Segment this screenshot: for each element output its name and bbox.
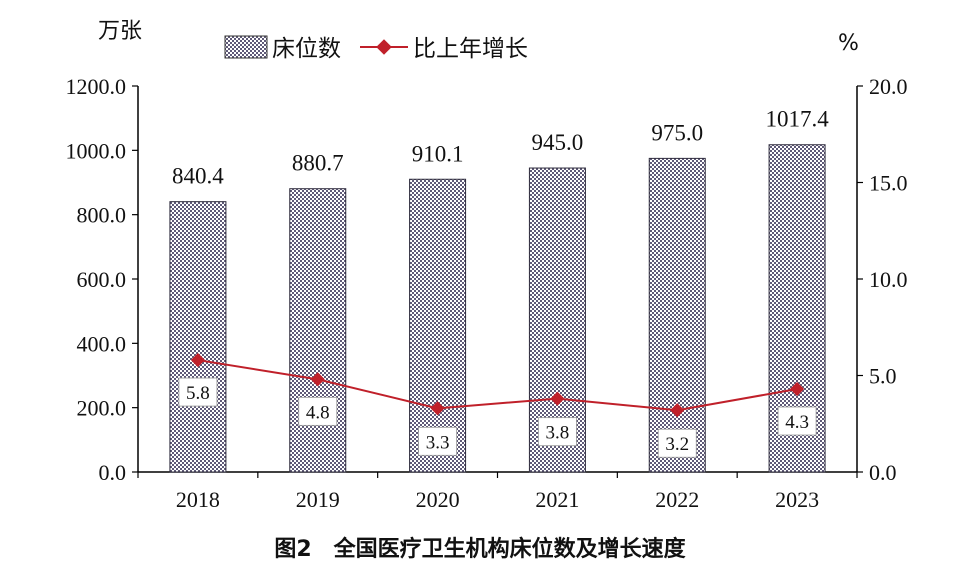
- left-axis-unit: 万张: [98, 19, 142, 44]
- left-tick-label: 0.0: [99, 460, 127, 485]
- growth-label-box: [538, 417, 577, 447]
- chart-title: 图2 全国医疗卫生机构床位数及增长速度: [274, 536, 686, 562]
- x-axis-ticks: 2018 2019 2020 2021 2022 2023: [137, 472, 858, 512]
- bar-value-labels: 840.4 880.7 910.1 945.0 975.0 1017.4: [172, 107, 829, 189]
- axes: [137, 86, 858, 473]
- x-tick-label: 2021: [535, 487, 579, 512]
- bar-value-label: 1017.4: [765, 107, 829, 132]
- growth-label-box: [298, 396, 338, 426]
- growth-point: [550, 391, 565, 406]
- bar: [648, 157, 706, 473]
- bar: [169, 201, 227, 473]
- x-tick-label: 2020: [416, 487, 460, 512]
- growth-label: 3.8: [538, 417, 577, 447]
- growth-label-text: 3.3: [426, 432, 450, 453]
- growth-label: 5.8: [178, 377, 218, 407]
- growth-label-box: [657, 428, 697, 458]
- growth-label: 3.3: [418, 426, 457, 456]
- growth-label-text: 4.3: [785, 412, 809, 433]
- growth-point: [790, 381, 805, 397]
- left-y-axis-ticks: 0.0 200.0 400.0 600.0 800.0 1000.0 1200.0: [66, 74, 138, 485]
- growth-line: [190, 352, 805, 418]
- legend: 床位数 比上年增长: [224, 35, 528, 62]
- legend-bar-label: 床位数: [272, 36, 341, 62]
- left-tick-label: 1000.0: [66, 138, 127, 163]
- bar-value-label: 945.0: [532, 130, 584, 155]
- x-tick-label: 2018: [176, 487, 220, 512]
- growth-label-text: 3.2: [665, 434, 689, 455]
- right-tick-label: 20.0: [869, 74, 908, 99]
- right-tick-label: 0.0: [869, 460, 897, 485]
- right-tick-label: 5.0: [869, 364, 897, 389]
- growth-label: 3.2: [657, 428, 697, 458]
- bar: [409, 178, 467, 473]
- growth-point: [190, 352, 205, 368]
- x-tick-label: 2019: [296, 487, 340, 512]
- growth-label: 4.8: [298, 396, 338, 426]
- x-tick-label: 2023: [775, 487, 819, 512]
- bar: [289, 188, 347, 473]
- right-y-axis-ticks: 0.0 5.0 10.0 15.0 20.0: [857, 74, 908, 485]
- growth-label-text: 3.8: [546, 423, 570, 444]
- growth-point: [430, 401, 445, 416]
- legend-line-marker: [376, 39, 392, 55]
- growth-label-box: [178, 377, 218, 407]
- growth-point: [670, 403, 685, 418]
- growth-label-text: 4.8: [306, 402, 330, 423]
- left-tick-label: 600.0: [77, 267, 127, 292]
- growth-value-labels: 5.8 4.8 3.3 3.8 3.2 4.3: [178, 377, 817, 458]
- legend-bar-swatch: [224, 35, 268, 59]
- left-tick-label: 400.0: [77, 331, 127, 356]
- growth-label-box: [777, 406, 817, 436]
- growth-label: 4.3: [777, 406, 817, 436]
- bars: [169, 144, 826, 473]
- growth-point: [310, 372, 325, 387]
- right-axis-unit: %: [838, 31, 859, 56]
- bar-value-label: 910.1: [412, 141, 464, 166]
- legend-line-label: 比上年增长: [413, 36, 528, 62]
- right-tick-label: 15.0: [869, 171, 908, 196]
- left-tick-label: 200.0: [77, 396, 127, 421]
- growth-label-text: 5.8: [186, 383, 210, 404]
- bar-value-label: 975.0: [651, 120, 703, 145]
- right-tick-label: 10.0: [869, 267, 908, 292]
- left-tick-label: 800.0: [77, 203, 127, 228]
- bar-value-label: 840.4: [172, 164, 224, 189]
- growth-label-box: [418, 426, 457, 456]
- bar-value-label: 880.7: [292, 151, 344, 176]
- x-tick-label: 2022: [655, 487, 699, 512]
- growth-polyline: [197, 359, 798, 412]
- left-tick-label: 1200.0: [66, 74, 127, 99]
